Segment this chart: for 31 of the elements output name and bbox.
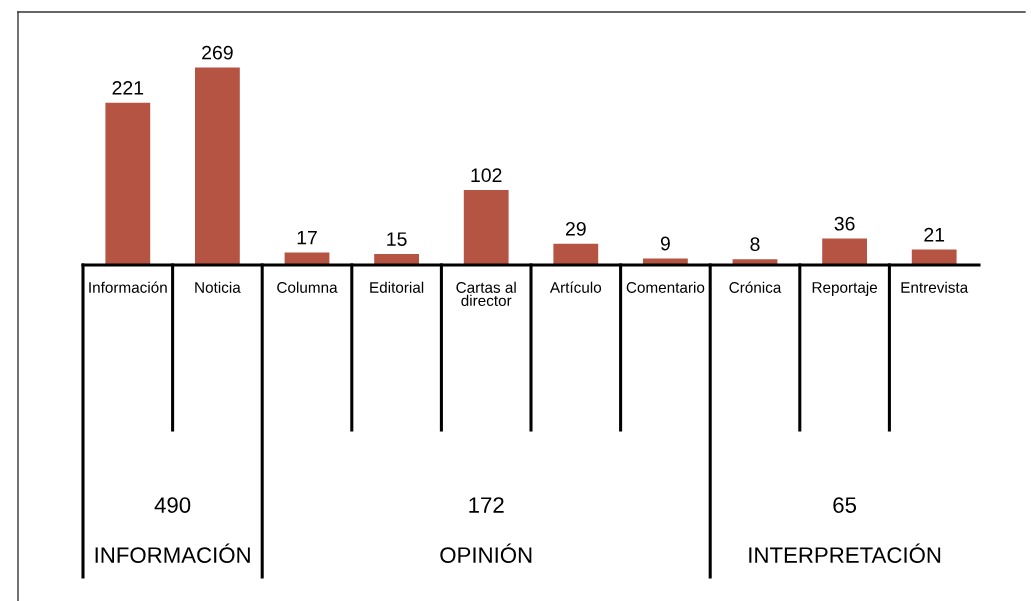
x-tick-label: Comentario — [626, 281, 705, 293]
bar — [195, 67, 240, 265]
x-tick-label: Columna — [277, 281, 338, 293]
x-tick-label: Noticia — [195, 281, 241, 293]
data-label: 15 — [387, 232, 407, 246]
bar — [105, 102, 151, 265]
data-label: 29 — [565, 221, 586, 236]
data-label: 36 — [834, 216, 855, 231]
bar — [463, 190, 509, 265]
bar — [822, 238, 867, 265]
x-tick-label: Entrevista — [901, 281, 969, 293]
data-label: 221 — [112, 80, 144, 95]
x-tick-label: Crónica — [729, 281, 782, 293]
data-label: 9 — [660, 236, 670, 251]
x-tick-label: Editorial — [370, 281, 424, 293]
text: INFORMACIÓN — [95, 543, 250, 563]
text: INTERPRETACIÓN — [749, 543, 941, 563]
text: 490 — [154, 497, 191, 513]
data-label: 17 — [297, 230, 317, 245]
data-label: 8 — [750, 237, 760, 252]
text: 172 — [469, 497, 504, 513]
text: 65 — [833, 497, 857, 513]
bar — [553, 243, 599, 265]
data-label: 21 — [924, 227, 945, 242]
data-label: 102 — [471, 168, 502, 183]
x-tick-label: Reportaje — [812, 281, 878, 296]
x-tick-label: Cartas al director — [456, 281, 516, 307]
x-tick-label: Artículo — [549, 281, 602, 293]
data-label: 269 — [202, 45, 233, 60]
text: OPINIÓN — [440, 543, 532, 563]
x-tick-label: Información — [89, 281, 167, 293]
